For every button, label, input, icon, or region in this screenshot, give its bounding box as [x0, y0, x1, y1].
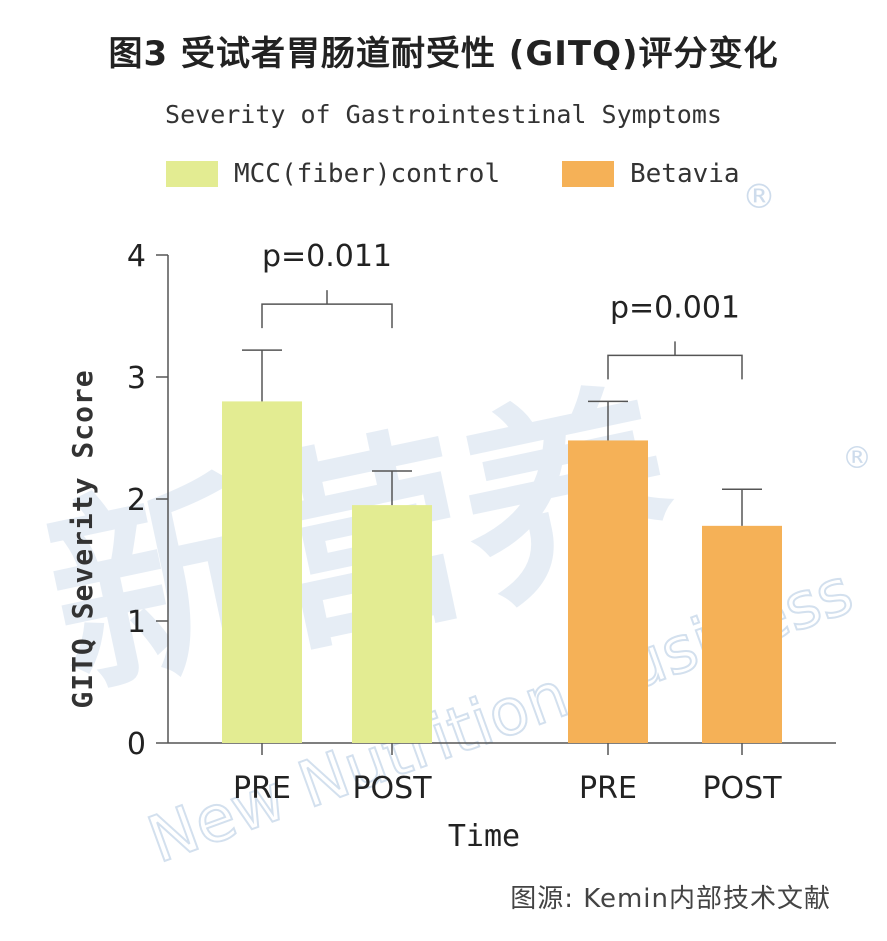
p-value-label: p=0.011: [262, 239, 392, 274]
error-bars: [242, 349, 762, 526]
legend-item-control: MCC(fiber)control: [166, 158, 500, 190]
y-tick-label: 0: [127, 727, 146, 762]
x-axis-label: Time: [448, 819, 520, 854]
legend-label-betavia: Betavia: [630, 159, 740, 189]
legend-label-control: MCC(fiber)control: [234, 159, 501, 189]
x-tick-label: POST: [702, 771, 782, 806]
significance-bracket: [261, 303, 393, 329]
bar: [702, 525, 782, 743]
significance-bracket: [607, 354, 743, 380]
y-tick-label: 4: [127, 239, 146, 274]
significance-brackets: p=0.011 p=0.001: [261, 239, 743, 380]
bars: [222, 401, 782, 743]
legend-item-betavia: Betavia: [562, 158, 740, 190]
y-axis-label: GITQ Severity Score: [66, 369, 99, 708]
x-tick-label: PRE: [579, 771, 637, 806]
bar: [222, 401, 302, 743]
y-tick-label: 3: [127, 361, 146, 396]
y-tick-label: 2: [127, 483, 146, 518]
p-value-label: p=0.001: [610, 290, 740, 325]
bar: [352, 505, 432, 743]
legend-swatch-betavia: [562, 161, 614, 187]
legend-swatch-control: [166, 161, 218, 187]
x-tick-label: PRE: [233, 771, 291, 806]
y-axis: 0 1 2 3 4: [127, 239, 169, 762]
x-tick-label: POST: [352, 771, 432, 806]
page-title: 图3 受试者胃肠道耐受性 (GITQ)评分变化: [108, 34, 779, 74]
y-tick-label: 1: [127, 605, 146, 640]
x-axis: PRE POST PRE POST: [168, 742, 836, 806]
bar: [568, 440, 648, 743]
chart-subtitle: Severity of Gastrointestinal Symptoms: [165, 100, 722, 129]
source-note: 图源: Kemin内部技术文献: [510, 884, 831, 914]
